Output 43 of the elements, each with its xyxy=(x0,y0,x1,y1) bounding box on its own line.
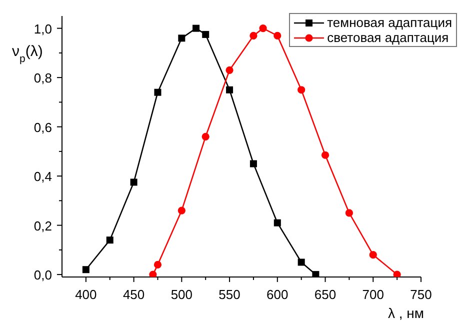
y-tick-label: 0,6 xyxy=(34,120,52,135)
x-tick-label: 500 xyxy=(170,287,193,302)
y-tick-label: 0,4 xyxy=(34,169,52,184)
point xyxy=(130,178,138,186)
point xyxy=(178,206,186,214)
y-tick-label: 0,2 xyxy=(34,218,52,234)
legend-label: темновая адаптация xyxy=(327,15,452,30)
point xyxy=(202,30,210,38)
point xyxy=(312,271,320,277)
x-tick-label: 700 xyxy=(362,287,384,302)
point xyxy=(274,32,282,40)
legend-label: световая адаптация xyxy=(327,30,449,45)
point xyxy=(259,24,267,32)
point xyxy=(226,66,234,74)
x-axis-title: λ , нм xyxy=(388,305,424,321)
point xyxy=(250,160,257,168)
y-tick-label: 0,8 xyxy=(34,70,52,86)
x-tick-label: 550 xyxy=(218,287,240,302)
point xyxy=(106,236,114,244)
y-tick-label: 0,0 xyxy=(34,268,52,283)
y-axis-title: ν$_{p}$(λ) xyxy=(12,43,43,65)
point xyxy=(149,270,157,277)
point xyxy=(274,219,281,226)
y-tick-label: 1,0 xyxy=(34,21,52,36)
point xyxy=(178,34,186,42)
point xyxy=(154,88,162,96)
point xyxy=(250,32,258,40)
point xyxy=(321,151,330,159)
point xyxy=(345,209,353,217)
x-tick-label: 600 xyxy=(266,287,288,302)
point xyxy=(82,266,90,274)
x-tick-label: 450 xyxy=(122,287,145,302)
point xyxy=(226,86,234,94)
point xyxy=(393,270,401,277)
point xyxy=(369,251,377,259)
point xyxy=(154,260,162,268)
point xyxy=(202,132,210,140)
point xyxy=(298,86,306,94)
x-tick-label: 750 xyxy=(410,287,432,302)
x-tick-label: 650 xyxy=(314,287,336,302)
point xyxy=(192,24,200,32)
x-tick-label: 400 xyxy=(75,287,97,302)
point xyxy=(298,258,305,266)
